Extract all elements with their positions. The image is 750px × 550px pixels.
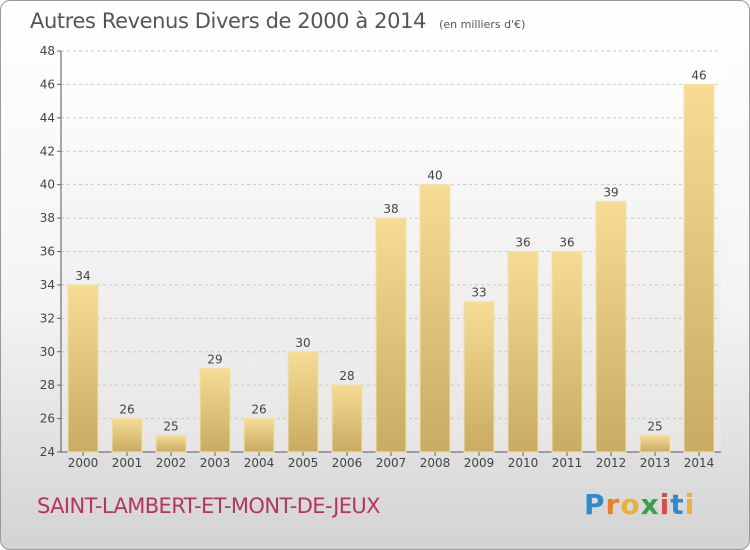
y-tick-label: 38 [40,211,55,225]
chart-title: Autres Revenus Divers de 2000 à 2014 (en… [30,9,525,33]
bar [199,367,231,453]
data-label: 36 [515,236,530,250]
data-label: 28 [339,369,354,383]
bar [463,301,495,453]
y-tick-label: 36 [40,245,55,259]
x-tick-label: 2009 [464,456,495,470]
bar [683,83,715,453]
y-tick-label: 32 [40,311,55,325]
data-label: 25 [163,419,178,433]
bar [243,418,275,453]
data-label: 38 [383,202,398,216]
x-tick-label: 2008 [420,456,451,470]
y-tick-label: 46 [40,77,55,91]
data-label: 25 [647,419,662,433]
data-label: 26 [251,403,266,417]
bar [595,200,627,453]
x-tick-label: 2007 [376,456,407,470]
bar [67,284,99,453]
bar [375,217,407,453]
x-tick-label: 2005 [288,456,319,470]
data-label: 36 [559,236,574,250]
x-tick-label: 2006 [332,456,363,470]
bar [507,251,539,453]
y-tick-label: 34 [40,278,55,292]
data-label: 40 [427,169,442,183]
bar [287,351,319,453]
y-tick-label: 24 [40,445,55,459]
x-tick-label: 2014 [684,456,715,470]
logo-letter: x [640,488,660,521]
y-tick-label: 28 [40,378,55,392]
logo-letter: t [670,488,685,521]
data-label: 46 [691,68,706,82]
bar [111,418,143,453]
chart-subtitle: (en milliers d'€) [439,18,526,31]
x-tick-label: 2004 [244,456,275,470]
x-tick-label: 2010 [508,456,539,470]
bar [639,434,671,453]
data-label: 34 [75,269,90,283]
bar [419,184,451,453]
x-tick-label: 2013 [640,456,671,470]
x-tick-label: 2002 [156,456,187,470]
bar [331,384,363,453]
y-tick-label: 40 [40,178,55,192]
proxiti-logo: Proxiti [584,488,695,521]
x-tick-label: 2011 [552,456,583,470]
y-tick-label: 26 [40,412,55,426]
place-name: SAINT-LAMBERT-ET-MONT-DE-JEUX [37,494,381,518]
x-tick-label: 2003 [200,456,231,470]
logo-letter: i [659,488,671,521]
x-tick-label: 2001 [112,456,143,470]
logo-letter: r [605,488,621,521]
chart-title-text: Autres Revenus Divers de 2000 à 2014 [30,9,427,33]
logo-letter: o [620,488,641,521]
logo-letter: P [584,488,606,521]
bar [551,251,583,453]
y-tick-label: 42 [40,144,55,158]
logo-letter: i [684,488,696,521]
bar [155,434,187,453]
data-label: 39 [603,185,618,199]
x-tick-label: 2000 [68,456,99,470]
y-tick-label: 48 [40,44,55,58]
y-tick-label: 44 [40,111,55,125]
data-label: 29 [207,352,222,366]
x-tick-label: 2012 [596,456,627,470]
data-label: 30 [295,336,310,350]
data-label: 26 [119,403,134,417]
data-label: 33 [471,286,486,300]
y-tick-label: 30 [40,345,55,359]
